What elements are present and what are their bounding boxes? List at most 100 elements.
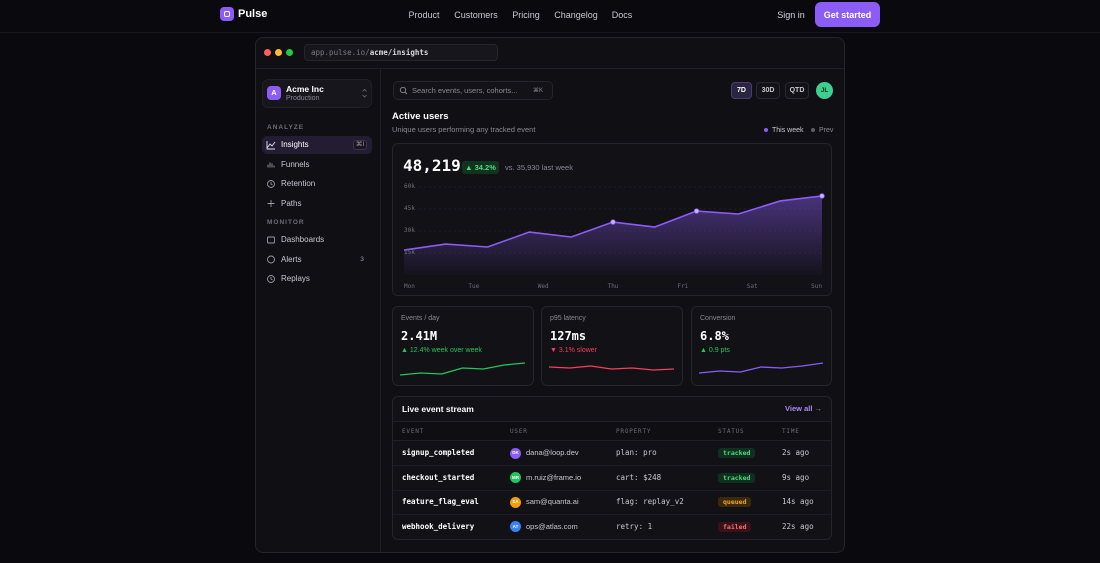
sidebar-label: Retention: [281, 179, 316, 188]
brand-name: Pulse: [238, 8, 268, 20]
property-value: retry: 1: [616, 521, 653, 531]
user-initials: JL: [820, 86, 829, 94]
user-avatar-small: [510, 521, 521, 533]
legend-label: This week: [772, 126, 804, 134]
user-initials-small: SA: [512, 499, 519, 505]
property-value: plan: pro: [616, 448, 657, 457]
sidebar-badge-box: [353, 140, 367, 150]
sidebar-label: Dashboards: [281, 235, 325, 244]
user-avatar-small: [510, 472, 521, 484]
data-point: [693, 208, 700, 214]
event-name: checkout_started: [402, 472, 475, 482]
metric-value: 6.8%: [700, 329, 729, 343]
column-header: USER: [510, 427, 528, 435]
table-header-bg: [393, 421, 831, 441]
workspace-env: Production: [286, 95, 320, 102]
sidebar-icon: [267, 275, 275, 283]
sidebar-label: Replays: [281, 274, 310, 283]
url-text: app.pulse.io/acme/insights: [311, 46, 428, 60]
sidebar-icon: [267, 180, 275, 188]
metric-value: 127ms: [550, 329, 587, 343]
url-bar: [304, 44, 498, 61]
sidebar-divider: [380, 69, 381, 552]
legend-swatch: [764, 128, 768, 132]
events-card: [392, 396, 832, 540]
sidebar-label: Insights: [281, 140, 309, 149]
nav-link[interactable]: Product: [408, 9, 440, 20]
workspace-initial: A: [271, 88, 277, 97]
range-button[interactable]: [756, 82, 780, 99]
metric-delta: ▼ 3.1% slower: [550, 347, 598, 354]
get-started-label: Get started: [823, 9, 872, 20]
y-tick-label: 60k: [404, 183, 415, 190]
window-control: [263, 48, 271, 56]
metric-value: 2.41M: [401, 329, 438, 343]
user-avatar[interactable]: [816, 82, 833, 99]
sidebar-label: Alerts: [281, 254, 302, 264]
user-email: sam@quanta.ai: [526, 497, 579, 507]
column-header: TIME: [782, 427, 800, 435]
sidebar-icon: [270, 182, 273, 186]
window-control: [274, 48, 282, 56]
sidebar-icon: [267, 162, 275, 168]
sparkline: [548, 365, 675, 371]
sidebar-section-title: ANALYZE: [267, 124, 305, 131]
x-tick-label: Sun: [811, 283, 822, 290]
sidebar-label: Funnels: [281, 159, 310, 169]
x-tick-label: Mon: [404, 283, 415, 290]
range-label: QTD: [789, 86, 805, 94]
event-time: 22s ago: [782, 521, 814, 531]
range-button[interactable]: [731, 82, 752, 99]
user-email: m.ruiz@frame.io: [526, 472, 582, 482]
sidebar-item[interactable]: [262, 136, 372, 154]
event-time: 9s ago: [782, 472, 810, 482]
metric-label: Conversion: [700, 315, 736, 322]
sign-in-link[interactable]: Sign in: [777, 9, 805, 20]
area-fill: [404, 195, 822, 275]
nav-link[interactable]: Pricing: [512, 9, 540, 20]
event-time: 14s ago: [782, 497, 814, 507]
sidebar-badge: ⌘I: [355, 141, 365, 148]
y-tick-label: 45k: [404, 205, 415, 212]
view-all-link[interactable]: View all →: [785, 403, 822, 413]
nav-link[interactable]: Customers: [454, 9, 498, 20]
get-started-button[interactable]: [815, 2, 880, 27]
url-host: app.pulse.io/: [311, 47, 370, 57]
user-email: ops@atlas.com: [526, 521, 578, 531]
y-tick-label: 30k: [404, 227, 415, 234]
search-placeholder: Search events, users, cohorts...: [412, 85, 518, 95]
chart-title: Active users: [392, 111, 449, 122]
x-tick-label: Thu: [607, 283, 619, 290]
brand-logo-inner: [224, 11, 230, 17]
sidebar-icon: [267, 200, 275, 207]
chart-subtitle: Unique users performing any tracked even…: [392, 125, 536, 134]
comparison-text: vs. 35,930 last week: [505, 163, 573, 172]
workspace-name: Acme Inc: [286, 84, 324, 94]
user-email: dana@loop.dev: [526, 448, 579, 457]
event-name: signup_completed: [402, 448, 475, 457]
range-label: 30D: [761, 86, 775, 94]
data-point: [610, 219, 616, 225]
search-shortcut: ⌘K: [532, 87, 544, 94]
search-box[interactable]: [393, 81, 553, 100]
search-icon: [399, 86, 407, 94]
user-initials-small: DK: [512, 450, 519, 455]
x-tick-label: Tue: [468, 283, 480, 290]
user-initials-small: AT: [512, 523, 519, 529]
data-point: [819, 193, 825, 199]
events-title: Live event stream: [402, 403, 474, 414]
url-path: acme/insights: [369, 47, 429, 57]
y-tick-label: 15k: [404, 249, 415, 256]
sidebar-badge: 3: [360, 255, 364, 263]
nav-link[interactable]: Docs: [611, 9, 633, 20]
nav-link[interactable]: Changelog: [554, 9, 598, 20]
brand-logo: [220, 7, 234, 21]
range-button[interactable]: [785, 82, 809, 99]
property-value: cart: $248: [616, 472, 662, 482]
x-tick-label: Sat: [746, 283, 758, 290]
headline-value: 48,219: [403, 156, 461, 175]
nav-divider: [0, 32, 1100, 33]
status-pill: queued: [718, 497, 752, 508]
